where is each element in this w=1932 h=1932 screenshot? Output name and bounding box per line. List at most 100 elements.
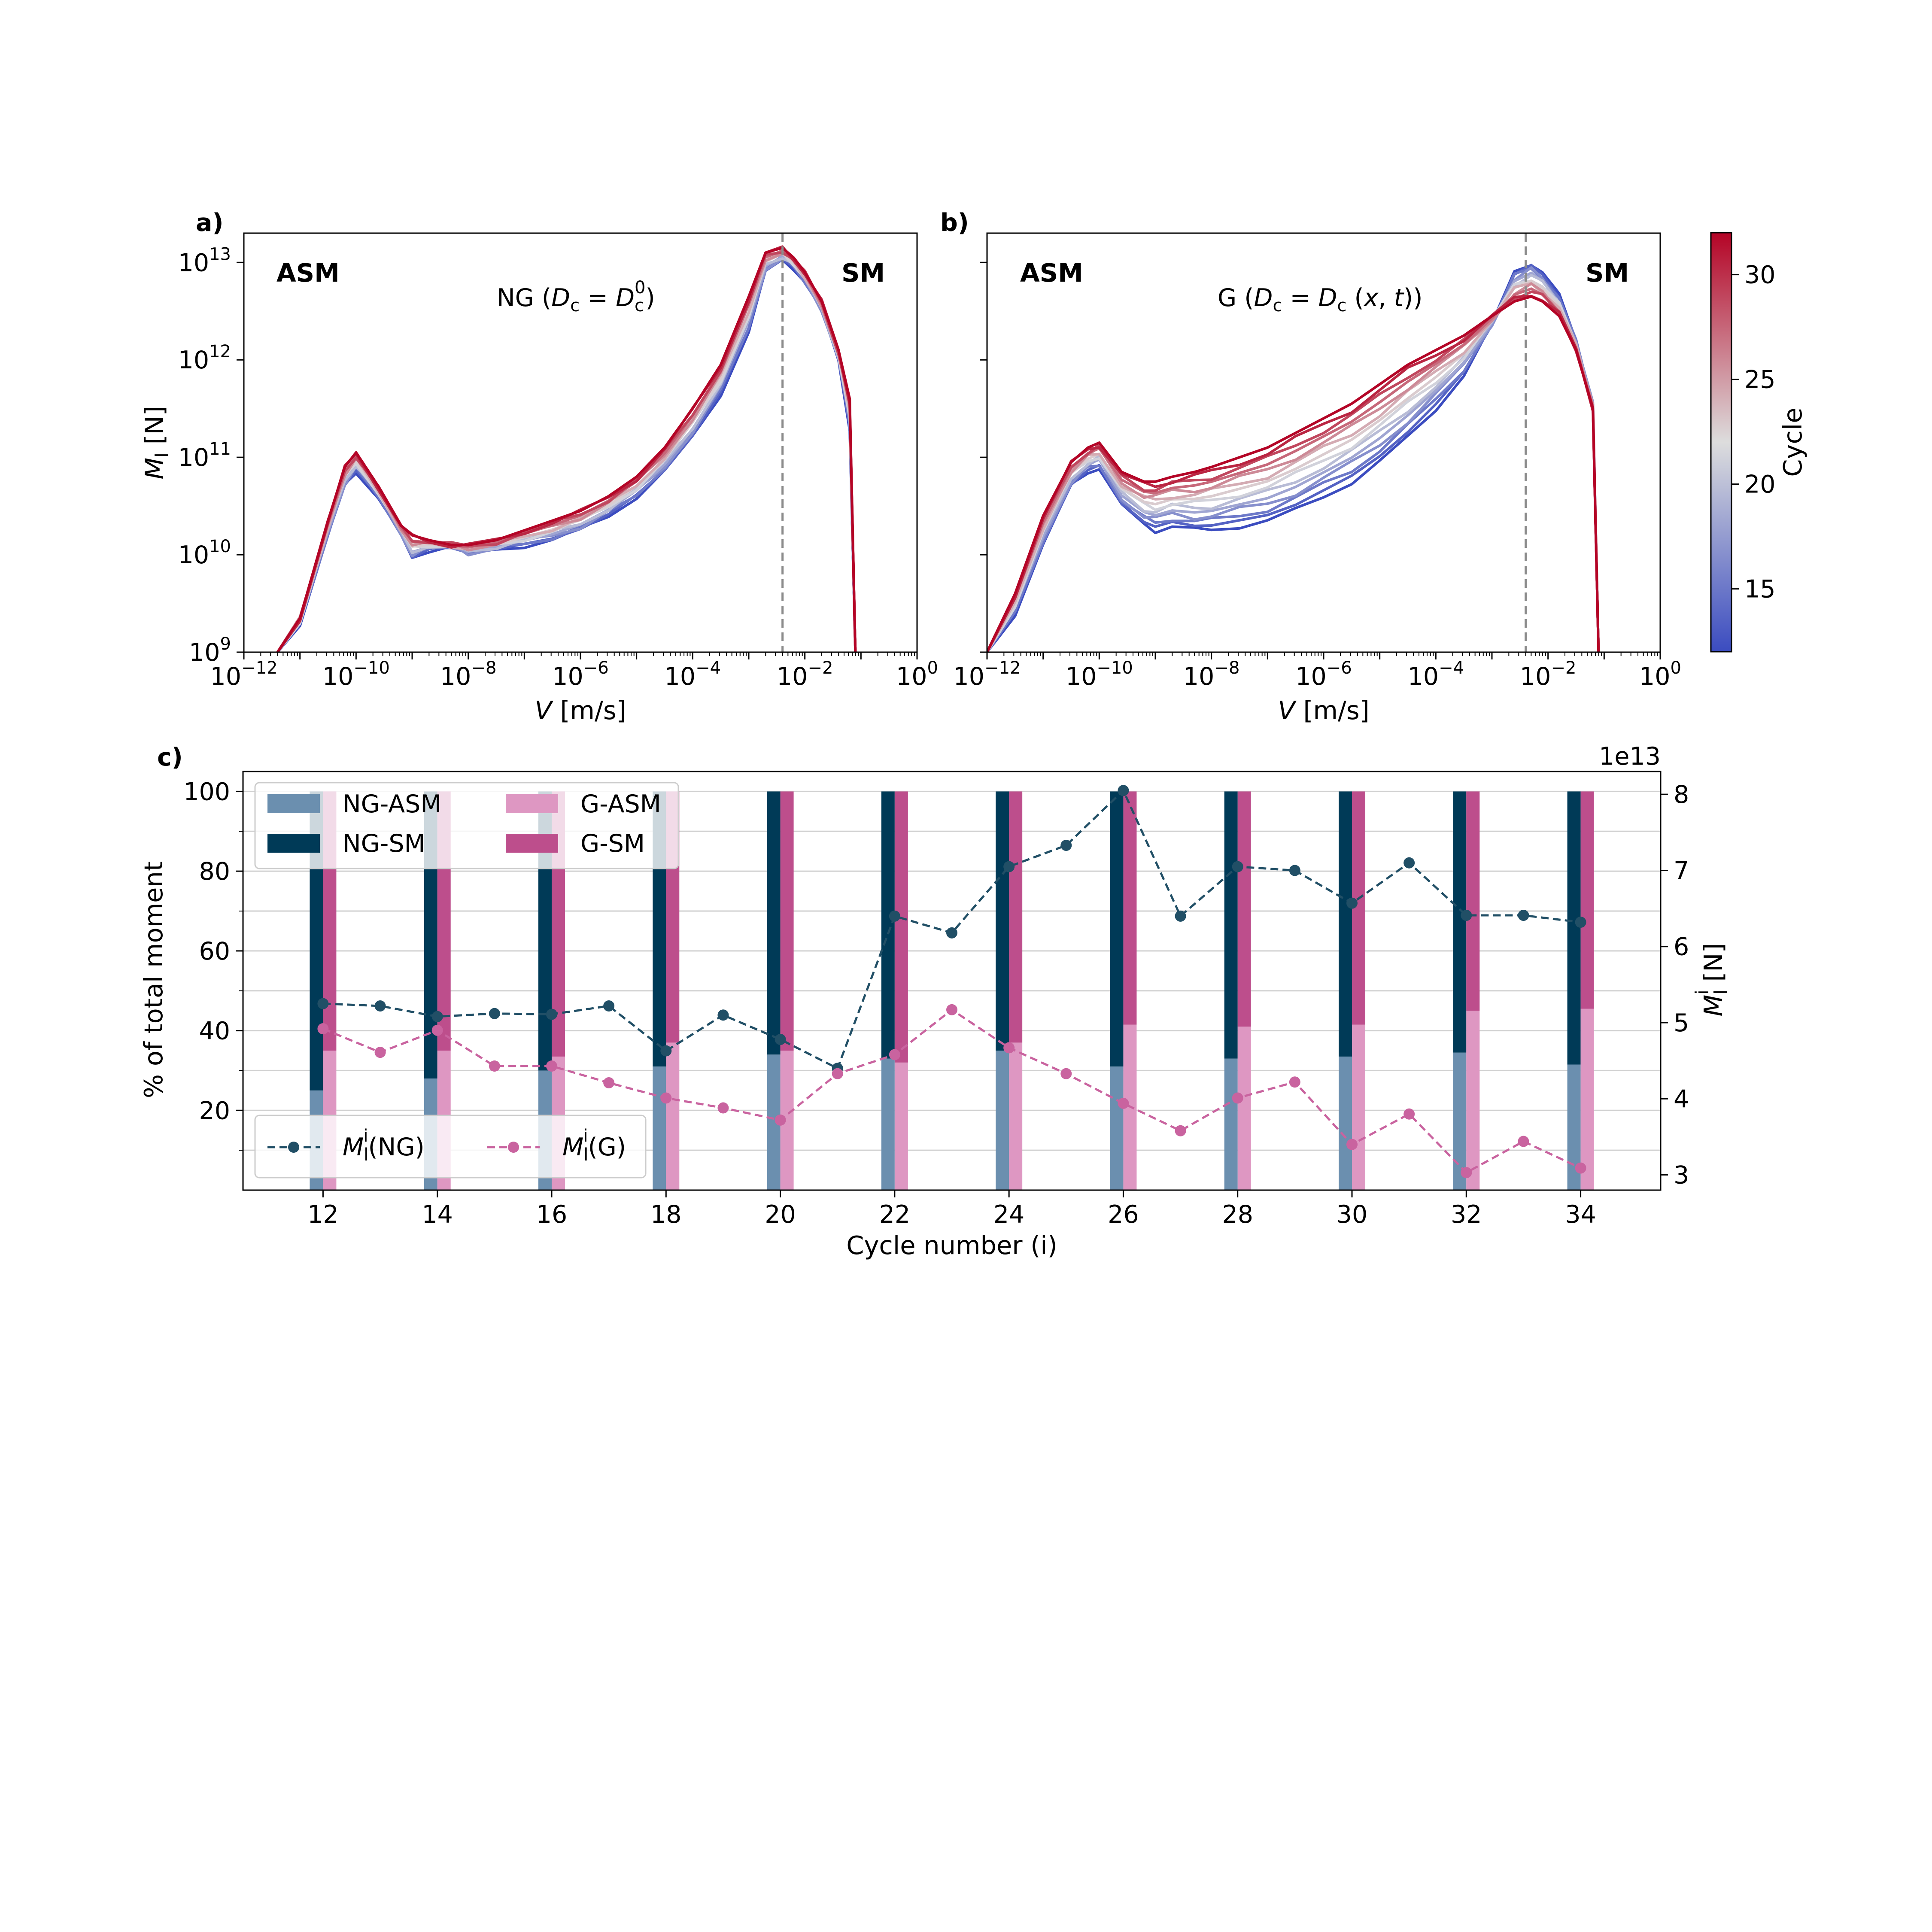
bar-g-asm	[1237, 1027, 1251, 1190]
series-point	[775, 1034, 786, 1045]
cycle-curve-21	[276, 252, 857, 652]
y-left-tick-label: 40	[199, 1017, 230, 1045]
x-tick-label: 10−8	[1183, 658, 1240, 691]
cycle-curve-12	[276, 258, 857, 652]
panel-a: 10−12 10−10 10−8 10−6 10−4 10−2 100 109 1010 1011…	[140, 209, 938, 725]
x-tick-label: 10−8	[440, 658, 497, 691]
series-point	[317, 998, 329, 1009]
panel-b: 10−12 10−10 10−8 10−6 10−4 10−2 100 b) ASM SM …	[940, 209, 1681, 725]
y-left-tick-label: 20	[199, 1097, 230, 1125]
bar-g-asm	[1466, 1011, 1480, 1190]
bar-ng-sm	[1453, 791, 1467, 1053]
legend-label-line-ng: Mli(NG)	[343, 1126, 425, 1165]
bar-ng-sm	[1567, 791, 1581, 1065]
cycle-curve-29	[276, 251, 857, 652]
panel-c-ylabel-right: Mli [N]	[1692, 943, 1732, 1016]
x-tick-label: 18	[650, 1200, 682, 1229]
panel-c-bar-legend: NG-ASM NG-SM G-ASM G-SM	[254, 782, 679, 869]
panel-b-letter: b)	[940, 209, 969, 237]
series-point	[1232, 1092, 1243, 1104]
y-tick-label: 1012	[178, 342, 231, 374]
x-tick-label: 20	[765, 1200, 796, 1229]
series-point	[1403, 1108, 1415, 1120]
bar-g-sm	[1123, 791, 1137, 1025]
series-point	[1575, 917, 1586, 928]
x-tick-label: 22	[879, 1200, 911, 1229]
series-point	[1118, 1097, 1129, 1109]
series-point	[489, 1008, 500, 1019]
x-tick-label: 10−12	[954, 658, 1021, 691]
panel-c-frame	[242, 771, 1662, 1191]
y-left-tick-label: 80	[199, 857, 230, 886]
y-tick-label: 1013	[178, 244, 231, 277]
series-point	[775, 1114, 786, 1126]
cycle-curve-27	[987, 287, 1600, 652]
panel-b-asm-label: ASM	[1020, 258, 1083, 288]
cycle-curve-23	[276, 252, 857, 652]
cycle-curve-18	[276, 255, 857, 652]
panel-c-ticks: 12 14 16 18 20 22 24 26 28 30 32 342040608010034567…	[183, 778, 1689, 1229]
panel-c-line-legend: Mli(NG) Mli(G)	[254, 1115, 647, 1179]
bar-ng-asm	[1110, 1066, 1124, 1190]
panel-c-offset-text: 1e13	[1599, 742, 1661, 771]
series-point	[489, 1060, 500, 1072]
legend-label-line-g: Mli(G)	[562, 1126, 626, 1165]
x-tick-label: 10−4	[1408, 658, 1464, 691]
bar-g-sm	[780, 791, 794, 1051]
legend-marker-g	[508, 1142, 519, 1153]
series-point	[1003, 861, 1015, 872]
y-right-tick-label: 7	[1674, 857, 1689, 885]
bar-ng-sm	[1110, 791, 1124, 1067]
series-point	[1232, 861, 1243, 872]
panel-a-curves	[276, 245, 857, 652]
bar-g-sm	[1466, 791, 1480, 1011]
series-point	[946, 927, 957, 939]
panel-a-annotation: NG (Dc = Dc0)	[497, 278, 655, 316]
panel-b-ticks: 10−12 10−10 10−8 10−6 10−4 10−2 100	[954, 261, 1681, 691]
y-right-tick-label: 6	[1674, 933, 1689, 961]
x-tick-label: 10−2	[777, 658, 833, 691]
series-point	[1289, 865, 1300, 876]
series-point	[717, 1102, 729, 1114]
cycle-curve-26	[276, 252, 857, 652]
x-tick-label: 10−2	[1520, 658, 1577, 691]
series-point	[1461, 1167, 1472, 1179]
bar-g-sm	[894, 791, 908, 1063]
line-legend-frame	[254, 1115, 647, 1179]
colorbar-label: Cycle	[1778, 407, 1807, 477]
y-tick-label: 1010	[178, 537, 231, 569]
series-point	[1518, 910, 1529, 921]
series-point	[660, 1045, 672, 1057]
panel-a-ticks: 10−12 10−10 10−8 10−6 10−4 10−2 100 109 1010 1011…	[178, 244, 938, 691]
x-tick-label: 28	[1222, 1200, 1253, 1229]
legend-label-ng-sm: NG-SM	[343, 829, 425, 858]
bar-g-asm	[1580, 1009, 1594, 1190]
series-point	[1346, 1139, 1358, 1150]
legend-swatch-ng-asm	[267, 794, 320, 813]
x-tick-label: 10−4	[665, 658, 721, 691]
cycle-curve-32	[276, 246, 857, 652]
legend-label-g-sm: G-SM	[580, 829, 645, 858]
y-tick-label: 1011	[178, 439, 231, 472]
legend-label-ng-asm: NG-ASM	[343, 790, 441, 818]
colorbar-gradient	[1710, 232, 1732, 653]
series-point	[546, 1060, 557, 1072]
series-point	[431, 1024, 443, 1036]
series-point	[1403, 857, 1415, 869]
bar-g-asm	[1009, 1042, 1023, 1190]
y-tick-label: 109	[189, 634, 231, 667]
series-point	[660, 1092, 672, 1104]
cycle-curve-17	[276, 257, 857, 652]
colorbar: 15 20 25 30 Cycle	[1710, 232, 1807, 653]
y-left-tick-label: 60	[199, 937, 230, 966]
series-point	[317, 1023, 329, 1035]
bar-ng-asm	[1224, 1058, 1238, 1190]
series-point	[603, 1000, 615, 1012]
panel-c: 12 14 16 18 20 22 24 26 28 30 32 342040608010034567…	[139, 742, 1732, 1260]
y-right-tick-label: 3	[1674, 1161, 1689, 1190]
legend-swatch-g-sm	[506, 834, 558, 853]
bar-ng-sm	[767, 791, 781, 1055]
series-point	[1060, 839, 1072, 851]
series-point	[1175, 910, 1186, 922]
bar-g-asm	[1352, 1024, 1366, 1190]
